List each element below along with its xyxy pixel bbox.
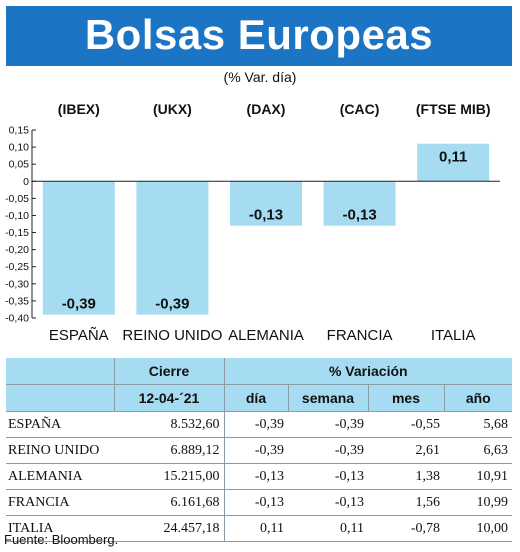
- cell-mes: -0,55: [368, 411, 444, 438]
- table-row: REINO UNIDO 6.889,12 -0,39 -0,39 2,61 6,63: [6, 437, 513, 464]
- cell-ano: 10,91: [444, 463, 513, 490]
- index-label: (FTSE MIB): [416, 101, 491, 117]
- table-sub-header-row: 12-04-´21 día semana mes año: [6, 384, 513, 412]
- cell-ano: 10,00: [444, 515, 513, 542]
- cell-cierre: 15.215,00: [114, 463, 225, 490]
- cell-ano: 5,68: [444, 411, 513, 438]
- y-tick-label: -0,10: [5, 210, 29, 222]
- category-label: ESPAÑA: [49, 327, 109, 344]
- cell-dia: -0,39: [224, 411, 288, 438]
- cell-cierre: 6.161,68: [114, 489, 225, 516]
- cell-mes: 1,38: [368, 463, 444, 490]
- header-semana: semana: [287, 384, 369, 412]
- cell-semana: -0,13: [288, 489, 368, 516]
- cell-semana: -0,39: [288, 437, 368, 464]
- header-variacion: % Variación: [223, 358, 513, 385]
- title-banner: Bolsas Europeas: [6, 6, 512, 66]
- y-tick-label: 0,15: [9, 125, 30, 137]
- cell-mes: 2,61: [368, 437, 444, 464]
- cell-dia: -0,13: [224, 489, 288, 516]
- y-tick-label: -0,20: [5, 244, 29, 256]
- page-title: Bolsas Europeas: [84, 11, 434, 58]
- data-label: -0,39: [155, 296, 189, 313]
- header-cierre: Cierre: [113, 358, 225, 385]
- cell-mes: -0,78: [368, 515, 444, 542]
- cell-semana: -0,13: [288, 463, 368, 490]
- header-blank: [6, 358, 115, 385]
- cell-name: ESPAÑA: [6, 411, 114, 438]
- cell-ano: 10,99: [444, 489, 513, 516]
- table-row: ITALIA 24.457,18 0,11 0,11 -0,78 10,00: [6, 515, 513, 542]
- index-label: (CAC): [340, 101, 380, 117]
- y-tick-label: -0,35: [5, 295, 29, 307]
- source-note: Fuente: Bloomberg.: [4, 532, 119, 547]
- cell-name: ALEMANIA: [6, 463, 114, 490]
- category-label: REINO UNIDO: [122, 327, 222, 344]
- y-tick-label: 0,05: [9, 159, 30, 171]
- header-date: 12-04-´21: [113, 384, 225, 412]
- index-label: (DAX): [247, 101, 286, 117]
- bar: [42, 181, 115, 315]
- cell-dia: -0,39: [224, 437, 288, 464]
- table-row: FRANCIA 6.161,68 -0,13 -0,13 1,56 10,99: [6, 489, 513, 516]
- y-tick-label: -0,30: [5, 278, 29, 290]
- cell-dia: -0,13: [224, 463, 288, 490]
- cell-semana: -0,39: [288, 411, 368, 438]
- cell-mes: 1,56: [368, 489, 444, 516]
- chart-subtitle: (% Var. día): [223, 69, 297, 85]
- cell-semana: 0,11: [288, 515, 368, 542]
- category-label: ITALIA: [431, 327, 476, 344]
- category-label: FRANCIA: [327, 327, 393, 344]
- index-label: (UKX): [153, 101, 192, 117]
- stats-table: Cierre % Variación 12-04-´21 día semana …: [6, 358, 513, 542]
- y-tick-label: 0: [23, 176, 29, 188]
- y-tick-label: -0,25: [5, 261, 29, 273]
- data-label: -0,13: [342, 207, 376, 224]
- bar-chart: 0,15 0,10 0,05 0 -0,05 -0,10 -0,15 -0,20 -0,25 -0…: [5, 101, 500, 344]
- table-group-header-row: Cierre % Variación: [6, 358, 513, 385]
- cell-dia: 0,11: [224, 515, 288, 542]
- y-tick-label: -0,40: [5, 313, 29, 325]
- bar: [136, 181, 209, 315]
- index-label: (IBEX): [58, 101, 100, 117]
- cell-name: FRANCIA: [6, 489, 114, 516]
- table-row: ESPAÑA 8.532,60 -0,39 -0,39 -0,55 5,68: [6, 411, 513, 438]
- bar: [323, 181, 396, 226]
- stats-table-wrap: Cierre % Variación 12-04-´21 día semana …: [6, 358, 513, 542]
- bar: [230, 181, 302, 226]
- table-row: ALEMANIA 15.215,00 -0,13 -0,13 1,38 10,91: [6, 463, 513, 490]
- data-label: 0,11: [439, 149, 467, 166]
- data-label: -0,13: [249, 207, 283, 224]
- header-dia: día: [223, 384, 289, 412]
- cell-cierre: 6.889,12: [114, 437, 225, 464]
- cell-name: REINO UNIDO: [6, 437, 114, 464]
- y-tick-label: 0,10: [9, 142, 30, 154]
- bar: [417, 143, 490, 182]
- cell-ano: 6,63: [444, 437, 513, 464]
- header-blank-2: [6, 384, 115, 412]
- cell-cierre: 8.532,60: [114, 411, 225, 438]
- header-ano: año: [443, 384, 513, 412]
- data-label: -0,39: [62, 296, 96, 313]
- y-tick-label: -0,15: [5, 227, 29, 239]
- header-mes: mes: [367, 384, 445, 412]
- category-label: ALEMANIA: [228, 327, 304, 344]
- cell-name: ITALIA: [6, 515, 114, 542]
- cell-cierre: 24.457,18: [114, 515, 225, 542]
- y-tick-label: -0,05: [5, 193, 29, 205]
